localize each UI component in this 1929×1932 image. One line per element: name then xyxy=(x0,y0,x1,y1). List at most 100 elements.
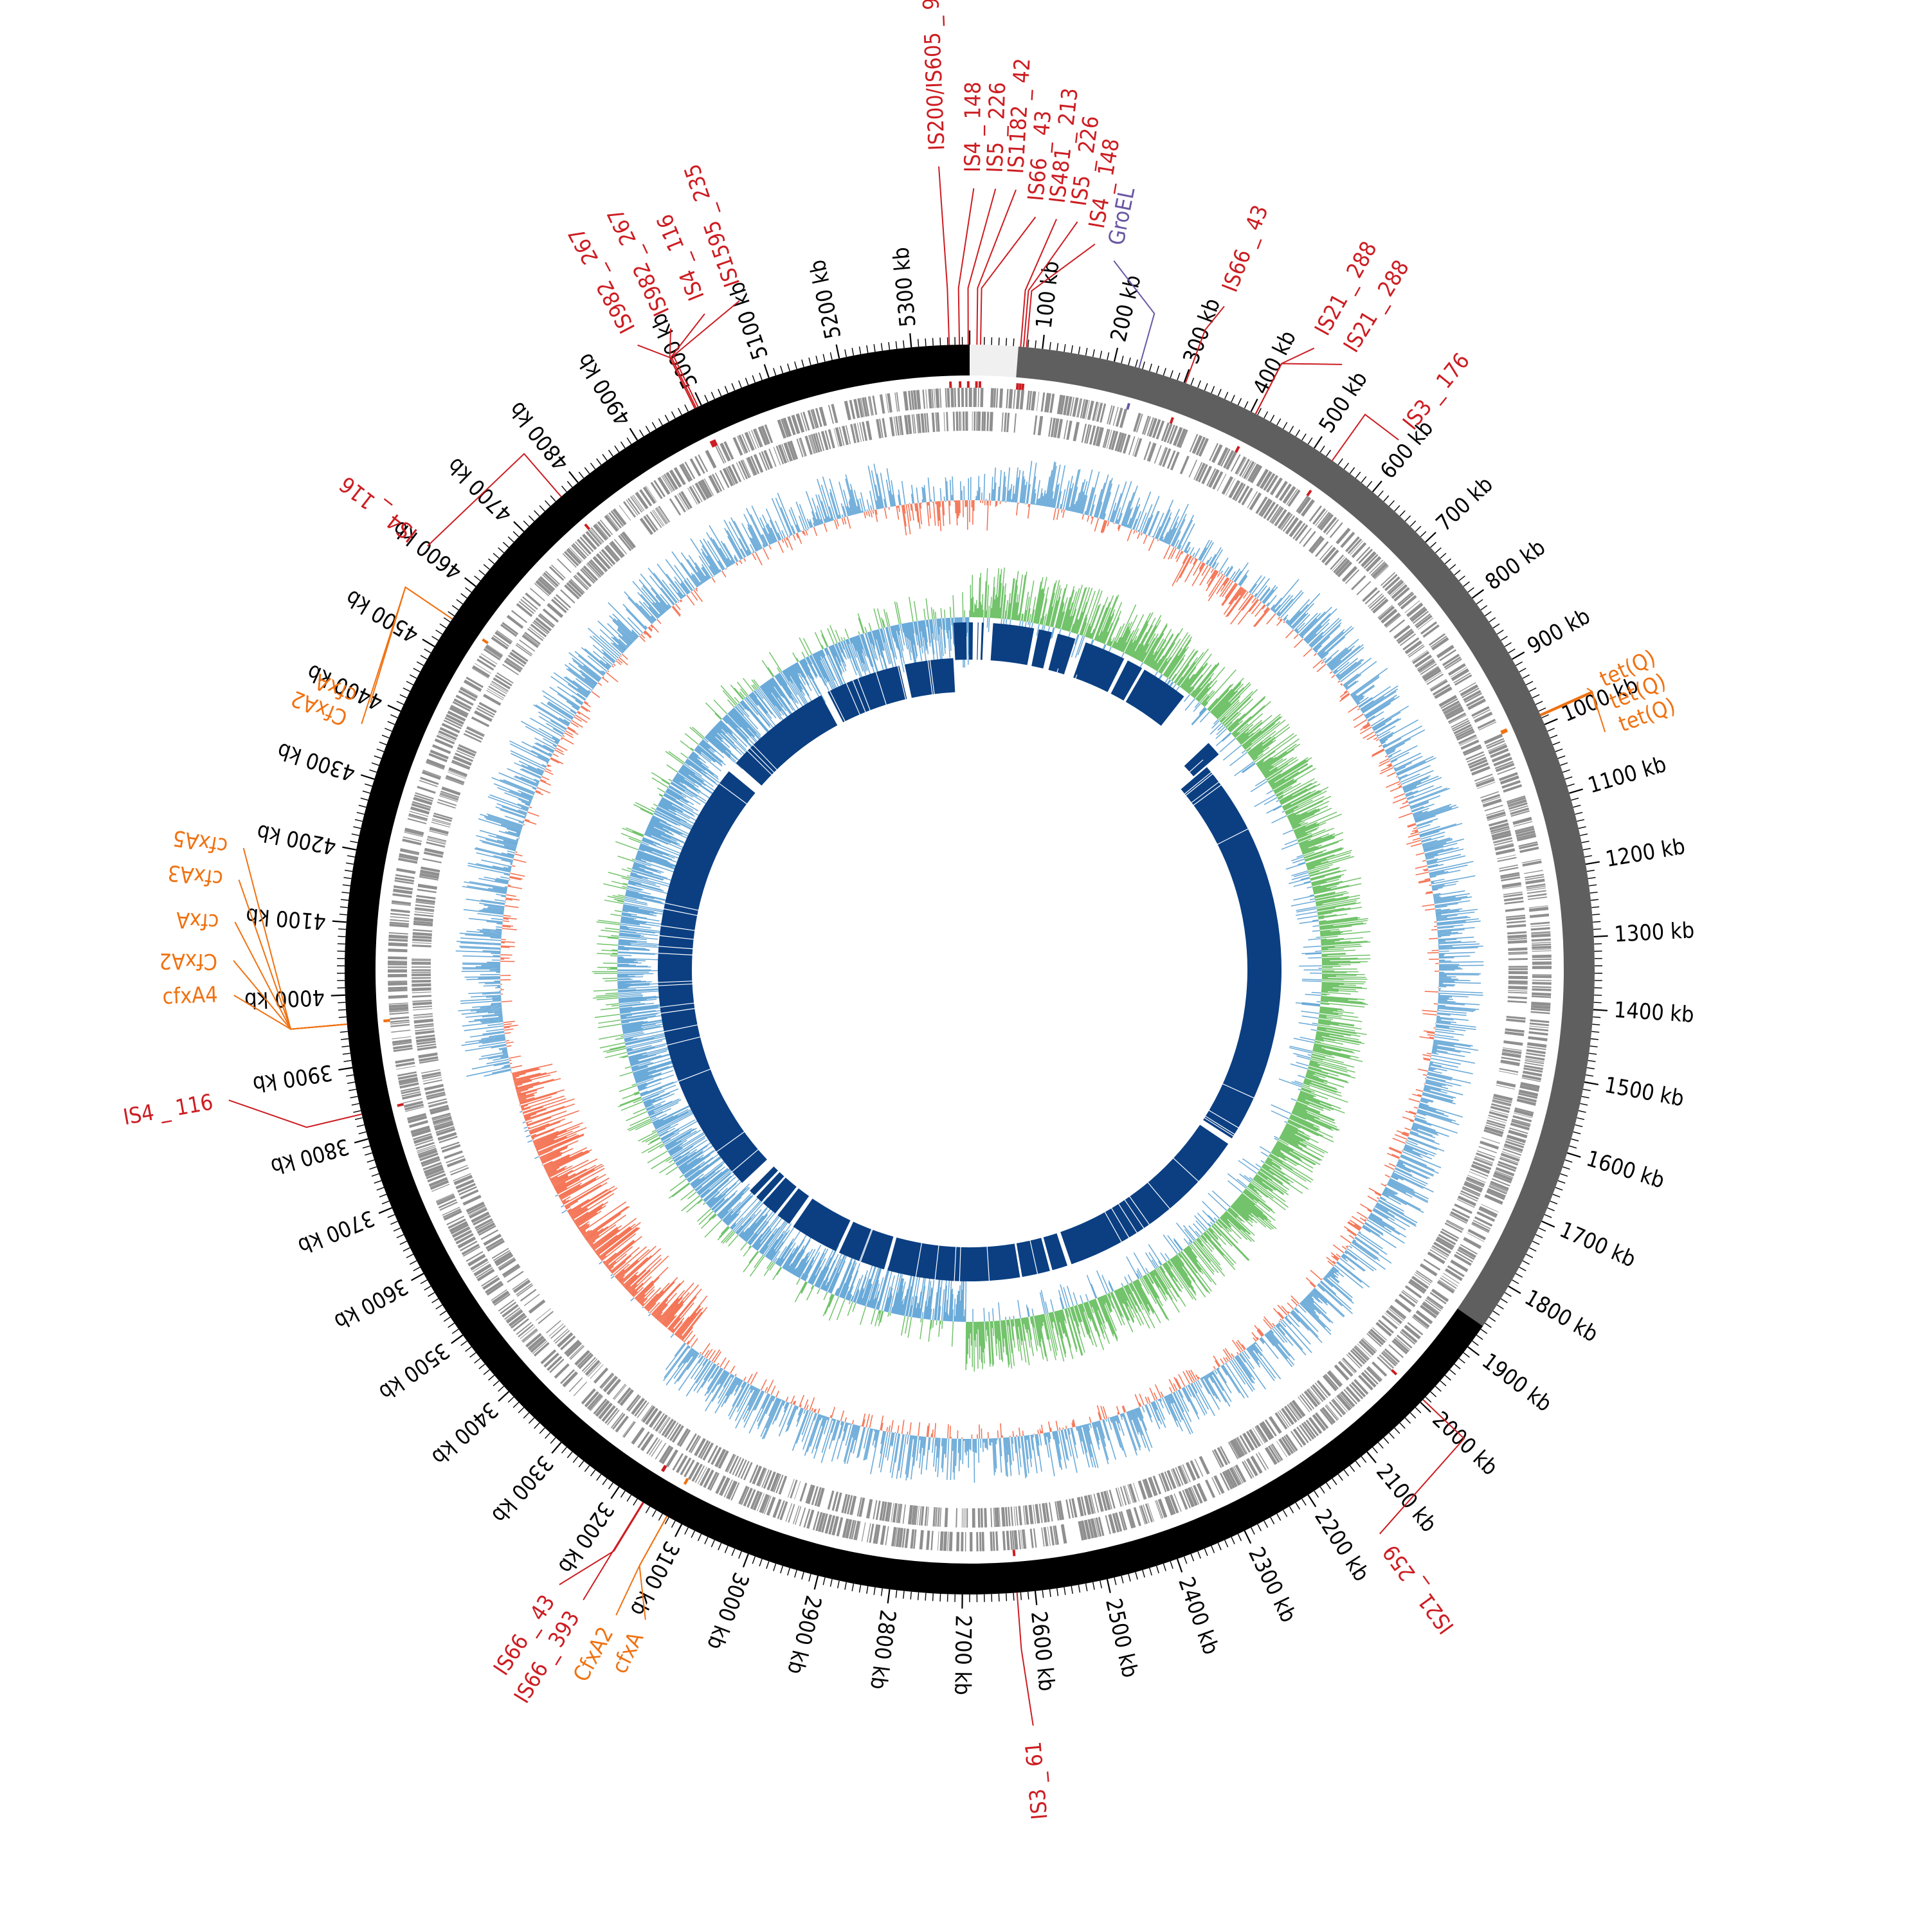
cds-forward xyxy=(388,939,408,942)
minor-tick xyxy=(1587,871,1595,872)
minor-tick xyxy=(1485,1323,1491,1328)
cds-reverse xyxy=(889,417,894,436)
minor-tick xyxy=(1271,415,1274,422)
minor-tick xyxy=(1064,1587,1065,1595)
minor-tick xyxy=(1571,798,1579,800)
cds-reverse xyxy=(412,959,431,960)
cds-reverse xyxy=(1508,991,1527,993)
minor-tick xyxy=(352,834,359,836)
tick-label: 1100 kb xyxy=(1585,752,1669,799)
minor-tick xyxy=(1277,1513,1281,1520)
cds-reverse xyxy=(1504,897,1523,901)
annotation-mark xyxy=(1307,491,1311,496)
minor-tick xyxy=(1378,1443,1383,1449)
cds-reverse xyxy=(977,411,981,431)
major-tick xyxy=(338,1068,352,1070)
cds-reverse xyxy=(1508,940,1527,944)
minor-tick xyxy=(1020,1593,1021,1600)
minor-tick xyxy=(1516,1274,1522,1277)
cds-reverse xyxy=(412,960,431,961)
minor-tick xyxy=(591,463,595,469)
cds-forward xyxy=(1524,870,1543,874)
minor-tick xyxy=(1590,892,1598,893)
minor-tick xyxy=(1198,1551,1200,1558)
cds-forward xyxy=(396,868,415,874)
cds-reverse xyxy=(622,532,636,548)
minor-tick xyxy=(579,472,583,478)
major-tick xyxy=(514,521,524,531)
cds-reverse xyxy=(413,1013,433,1016)
cds-forward xyxy=(1512,817,1532,826)
cds-reverse xyxy=(412,944,431,947)
minor-tick xyxy=(1400,1423,1405,1429)
minor-tick xyxy=(1384,1438,1389,1443)
annotation-leader xyxy=(981,217,1035,345)
cds-forward xyxy=(651,1440,662,1457)
homology-block xyxy=(981,622,984,660)
minor-tick xyxy=(573,1456,578,1462)
cds-forward xyxy=(1532,980,1552,981)
tick-label: 5300 kb xyxy=(888,246,921,329)
minor-tick xyxy=(466,588,472,592)
tick-label: 400 kb xyxy=(1248,327,1301,399)
minor-tick xyxy=(1100,1581,1102,1589)
cds-reverse xyxy=(412,966,431,968)
minor-tick xyxy=(343,878,351,879)
minor-tick xyxy=(361,798,368,800)
minor-tick xyxy=(338,929,346,930)
annotation-label: CfxA2 xyxy=(159,948,217,974)
cds-reverse xyxy=(1180,456,1190,474)
minor-tick xyxy=(1389,1433,1394,1439)
minor-tick xyxy=(781,366,783,373)
minor-tick xyxy=(852,1584,853,1591)
minor-tick xyxy=(1006,338,1007,346)
cds-forward xyxy=(390,1024,410,1027)
minor-tick xyxy=(1587,1068,1595,1069)
major-tick xyxy=(451,1335,463,1344)
major-tick xyxy=(354,1139,368,1142)
backbone-light-region xyxy=(970,345,1019,377)
cds-reverse xyxy=(1299,528,1312,544)
homology-block xyxy=(1060,1125,1228,1265)
minor-tick xyxy=(1562,770,1570,772)
minor-tick xyxy=(860,1585,861,1593)
minor-tick xyxy=(1544,1214,1552,1218)
cds-reverse xyxy=(1508,986,1527,989)
homology-gap-line xyxy=(1163,746,1190,772)
minor-tick xyxy=(1463,1353,1469,1357)
minor-tick xyxy=(382,1201,389,1204)
minor-tick xyxy=(1575,1125,1583,1127)
minor-tick xyxy=(539,1428,545,1434)
minor-tick xyxy=(691,1531,694,1538)
cds-reverse xyxy=(585,1360,601,1376)
minor-tick xyxy=(1431,542,1436,547)
minor-tick xyxy=(774,368,776,375)
cds-forward xyxy=(1532,993,1551,997)
minor-tick xyxy=(845,1582,846,1590)
minor-tick xyxy=(1529,1248,1536,1251)
cds-forward xyxy=(1532,988,1551,991)
cds-reverse xyxy=(529,1299,546,1314)
minor-tick xyxy=(1050,1589,1051,1597)
minor-tick xyxy=(1493,624,1499,628)
tick-label: 800 kb xyxy=(1481,534,1550,595)
major-tick xyxy=(422,639,435,646)
cds-reverse xyxy=(412,935,431,939)
cds-forward xyxy=(965,388,968,407)
cds-forward xyxy=(950,388,954,407)
minor-tick xyxy=(369,770,376,772)
minor-tick xyxy=(355,820,363,822)
minor-tick xyxy=(718,389,721,396)
annotation-mark xyxy=(483,640,488,644)
cds-forward xyxy=(974,388,977,407)
minor-tick xyxy=(940,1594,941,1602)
tick-label: 4100 kb xyxy=(245,903,327,934)
minor-tick xyxy=(1573,805,1581,807)
minor-tick xyxy=(867,1586,868,1594)
cds-forward xyxy=(880,1526,886,1545)
minor-tick xyxy=(508,1397,514,1402)
major-tick xyxy=(1472,590,1484,598)
cds-forward xyxy=(1397,591,1413,605)
